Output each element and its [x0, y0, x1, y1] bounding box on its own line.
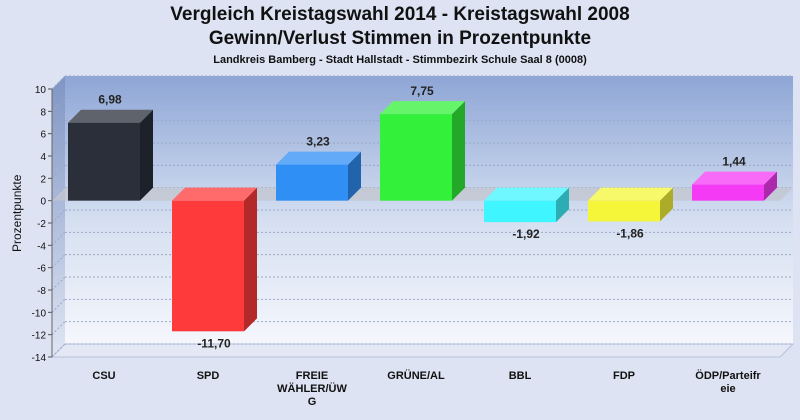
bar [588, 200, 660, 222]
x-category-label: BBL [509, 370, 532, 382]
x-category-label: eie [720, 383, 735, 395]
gridline-depth [51, 164, 66, 179]
gridline-depth [51, 209, 66, 224]
bar-value-label: 3,23 [306, 135, 330, 149]
bar-value-label: -1,92 [512, 227, 540, 241]
gridline-depth [51, 254, 66, 269]
gridline-depth [51, 120, 66, 135]
y-tick-label: 10 [35, 85, 47, 96]
x-category-label: G [308, 396, 317, 408]
bar-side [140, 109, 153, 201]
bar-side [244, 187, 257, 332]
bar-value-label: -11,70 [197, 336, 231, 350]
bar-value-label: 7,75 [410, 84, 434, 98]
y-tick-label: 0 [40, 197, 46, 208]
y-tick-label: 6 [40, 130, 46, 141]
y-tick-label: 2 [40, 174, 46, 185]
gridline-depth [51, 142, 66, 157]
bar-top [588, 187, 673, 201]
bar-top [276, 151, 361, 165]
x-category-label: WÄHLER/ÜW [277, 382, 347, 395]
gridline-depth [51, 298, 66, 313]
bar-value-label: 6,98 [98, 93, 122, 107]
gridline-depth [51, 321, 66, 336]
x-category-label: FDP [613, 370, 635, 382]
bar [276, 164, 348, 201]
bar-side [348, 151, 361, 201]
x-category-label: GRÜNE/AL [387, 369, 445, 382]
chart-title-line2: Gewinn/Verlust Stimmen in Prozentpunkte [208, 28, 592, 49]
y-tick-label: -2 [37, 219, 46, 230]
y-tick-label: -14 [32, 353, 47, 364]
y-tick-label: 8 [40, 107, 46, 118]
chart-subtitle: Landkreis Bamberg - Stadt Hallstadt - St… [213, 54, 587, 66]
plot-floor [50, 343, 795, 358]
y-tick-label: 4 [40, 152, 46, 163]
bar [380, 114, 452, 201]
bar-side [452, 101, 465, 201]
gridline-depth [51, 231, 66, 246]
bar [484, 200, 556, 223]
bar [68, 122, 140, 201]
bar-top [68, 109, 153, 123]
bar-value-label: 1,44 [722, 155, 746, 169]
y-tick-label: -6 [37, 264, 46, 275]
y-tick-label: -4 [37, 241, 46, 252]
bar-top [692, 171, 777, 185]
x-category-label: FREIE [296, 370, 328, 382]
bar [692, 184, 764, 201]
x-category-label: CSU [92, 370, 115, 382]
gridline-depth [51, 97, 66, 112]
bar-side [660, 187, 673, 222]
bar-side [556, 187, 569, 223]
bar-value-label: -1,86 [616, 226, 644, 240]
chart-title-line1: Vergleich Kreistagswahl 2014 - Kreistags… [170, 4, 630, 25]
gridline-depth [51, 343, 66, 358]
y-tick-label: -12 [32, 331, 47, 342]
x-category-label: ÖDP/Parteifr [695, 369, 761, 382]
bar-top [484, 187, 569, 201]
bar-side [764, 171, 777, 201]
y-tick-label: -10 [32, 308, 47, 319]
gridline-depth [51, 276, 66, 291]
y-tick-label: -8 [37, 286, 46, 297]
bar [172, 200, 244, 332]
gridline-depth [51, 75, 66, 90]
bar-top [380, 101, 465, 115]
x-category-label: SPD [197, 370, 220, 382]
bar-top [172, 187, 257, 201]
